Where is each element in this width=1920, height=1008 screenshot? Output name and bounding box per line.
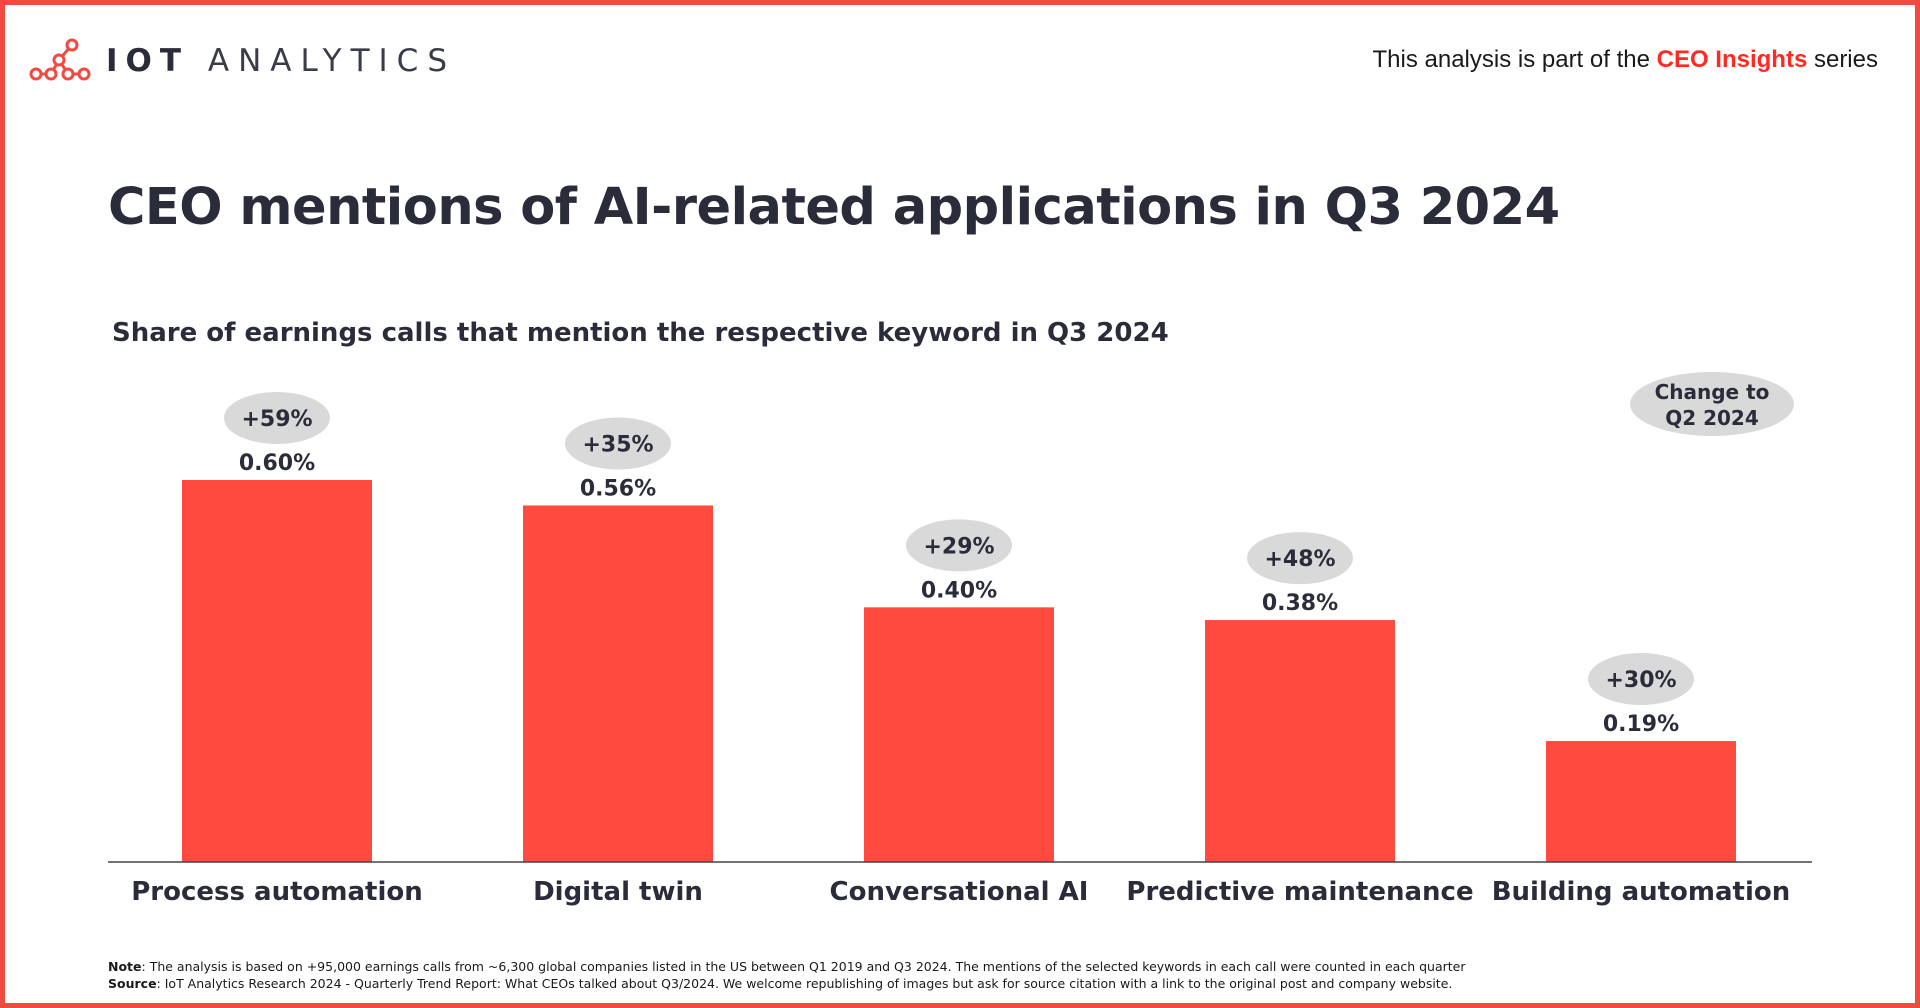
change-legend-line: Change to bbox=[1655, 380, 1770, 404]
category-tick-label: Digital twin bbox=[533, 877, 703, 907]
change-label: +59% bbox=[241, 407, 312, 432]
change-label: +35% bbox=[582, 432, 653, 457]
series-highlight: CEO Insights bbox=[1656, 46, 1808, 73]
category-tick-label: Predictive maintenance bbox=[1126, 877, 1473, 907]
bar bbox=[1205, 620, 1395, 862]
change-bubble bbox=[565, 417, 671, 470]
category-tick-label: Process automation bbox=[131, 877, 422, 907]
brand-word-iot: IOT bbox=[106, 43, 190, 79]
bar bbox=[864, 607, 1054, 862]
change-legend-bubble bbox=[1630, 372, 1794, 436]
footer-note: Note: The analysis is based on +95,000 e… bbox=[108, 958, 1465, 975]
category-tick-label: Building automation bbox=[1492, 877, 1791, 907]
series-suffix: series bbox=[1813, 46, 1878, 73]
series-prefix: This analysis is part of the bbox=[1372, 46, 1650, 73]
brand-word-analytics: ANALYTICS bbox=[207, 43, 457, 79]
bar-value-label: 0.19% bbox=[1603, 712, 1679, 737]
change-bubble bbox=[906, 519, 1012, 572]
change-bubble bbox=[224, 392, 330, 444]
footer-source-label: Source bbox=[108, 976, 157, 991]
bar-value-label: 0.40% bbox=[921, 578, 997, 603]
series-note: This analysis is part of the CEO Insight… bbox=[1372, 46, 1878, 74]
brand-logo: IOT ANALYTICS bbox=[28, 36, 456, 86]
change-legend-line: Q2 2024 bbox=[1665, 406, 1759, 430]
change-label: +29% bbox=[923, 534, 994, 559]
network-nodes-icon bbox=[29, 38, 91, 81]
category-tick-label: Conversational AI bbox=[830, 877, 1089, 907]
footer-note-text: : The analysis is based on +95,000 earni… bbox=[141, 959, 1466, 974]
footer-note-label: Note bbox=[108, 959, 142, 974]
bar-value-label: 0.38% bbox=[1262, 591, 1338, 616]
brand-wordmark: IOT ANALYTICS bbox=[106, 43, 456, 79]
bar bbox=[1546, 741, 1736, 862]
footer-source: Source: IoT Analytics Research 2024 - Qu… bbox=[108, 975, 1465, 992]
change-label: +48% bbox=[1264, 547, 1335, 572]
chart-subtitle: Share of earnings calls that mention the… bbox=[112, 318, 1169, 348]
bar-value-label: 0.56% bbox=[580, 476, 656, 501]
change-bubble bbox=[1247, 532, 1353, 585]
footer: Note: The analysis is based on +95,000 e… bbox=[108, 958, 1465, 992]
bar bbox=[523, 505, 713, 862]
bar bbox=[182, 480, 372, 862]
change-bubble bbox=[1588, 653, 1694, 706]
change-label: +30% bbox=[1605, 668, 1676, 693]
chart-title: CEO mentions of AI-related applications … bbox=[108, 178, 1560, 237]
footer-source-text: : IoT Analytics Research 2024 - Quarterl… bbox=[156, 976, 1453, 991]
bar-value-label: 0.60% bbox=[239, 451, 315, 476]
